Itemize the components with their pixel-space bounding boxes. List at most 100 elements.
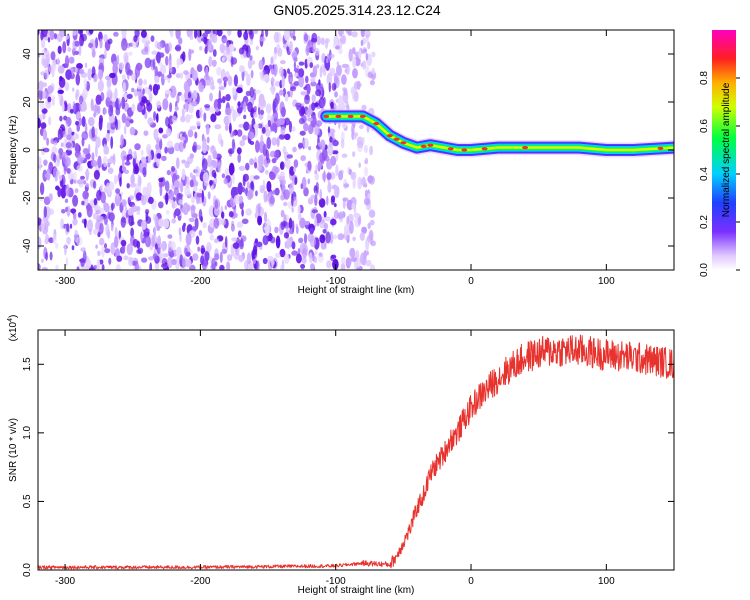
noise-blob [143, 79, 148, 86]
noise-blob [131, 73, 137, 81]
noise-blob [337, 212, 344, 220]
noise-blob [284, 151, 289, 161]
noise-blob [210, 85, 216, 90]
noise-blob [96, 189, 102, 201]
noise-blob [165, 116, 170, 127]
noise-blob [76, 124, 80, 132]
noise-blob [336, 61, 340, 66]
noise-blob [175, 246, 182, 259]
noise-blob [259, 36, 266, 42]
noise-blob [117, 119, 121, 131]
noise-blob [165, 210, 170, 215]
noise-blob [280, 209, 285, 218]
noise-blob [65, 123, 69, 134]
noise-blob [166, 169, 171, 176]
noise-blob [131, 87, 135, 93]
noise-blob [87, 219, 93, 232]
noise-blob [298, 213, 302, 221]
noise-blob [232, 173, 235, 185]
noise-blob [97, 155, 102, 169]
noise-blob [256, 241, 263, 248]
noise-blob [167, 146, 175, 155]
noise-blob [353, 81, 360, 90]
noise-blob [365, 53, 369, 61]
noise-blob [189, 172, 193, 179]
noise-blob [274, 80, 280, 87]
x-tick-label: -200 [190, 576, 210, 587]
noise-blob [187, 129, 194, 138]
noise-blob [241, 135, 247, 141]
noise-blob [66, 236, 71, 245]
noise-blob [75, 73, 81, 86]
noise-blob [224, 168, 229, 176]
noise-blob [72, 218, 78, 226]
noise-blob [201, 78, 205, 86]
noise-blob [269, 195, 275, 205]
noise-blob [128, 51, 133, 56]
noise-blob [169, 66, 173, 74]
noise-blob [271, 260, 275, 265]
noise-blob [232, 87, 236, 96]
noise-blob [274, 252, 281, 258]
noise-blob [280, 221, 286, 231]
noise-blob [364, 197, 370, 206]
noise-blob [91, 126, 95, 139]
noise-blob [310, 78, 316, 83]
noise-blob [146, 102, 153, 112]
x-tick-label: 100 [598, 576, 615, 587]
noise-blob [130, 174, 135, 185]
noise-blob [46, 137, 49, 146]
noise-blob [326, 58, 329, 64]
noise-blob [68, 56, 75, 64]
noise-blob [192, 90, 198, 101]
noise-blob [133, 35, 138, 43]
colorbar-tick-label: 0.8 [699, 71, 710, 85]
noise-blob [46, 168, 51, 181]
noise-blob [309, 263, 315, 270]
noise-blob [59, 115, 63, 122]
noise-blob [41, 267, 48, 270]
noise-blob [291, 126, 296, 132]
noise-blob [352, 68, 358, 79]
noise-blob [334, 91, 338, 98]
noise-blob [92, 104, 98, 114]
noise-blob [116, 255, 123, 262]
noise-blob [217, 30, 223, 37]
noise-blob [245, 208, 252, 216]
noise-blob [221, 38, 228, 43]
noise-blob [131, 103, 136, 112]
noise-blob [243, 121, 250, 131]
noise-blob [233, 194, 241, 205]
noise-blob [363, 144, 368, 154]
noise-blob [342, 197, 349, 202]
noise-blob [263, 190, 268, 203]
noise-blob [227, 148, 235, 155]
noise-blob [38, 88, 43, 101]
noise-blob [55, 264, 59, 270]
noise-blob [236, 221, 243, 228]
noise-blob [209, 218, 216, 228]
noise-blob [98, 69, 103, 81]
noise-blob [180, 115, 186, 123]
noise-blob [258, 59, 264, 70]
noise-blob [121, 199, 127, 207]
noise-blob [156, 226, 161, 232]
noise-blob [307, 117, 313, 122]
noise-blob [138, 78, 143, 86]
noise-blob [41, 57, 45, 66]
noise-blob [169, 102, 173, 113]
noise-blob [363, 48, 367, 53]
noise-blob [155, 143, 160, 150]
noise-blob [326, 172, 332, 180]
noise-blob [64, 198, 69, 203]
noise-blob [124, 125, 127, 135]
noise-blob [311, 94, 316, 103]
noise-blob [371, 51, 376, 58]
noise-blob [38, 156, 42, 166]
noise-blob [315, 120, 323, 127]
noise-blob [301, 115, 307, 124]
noise-blob [283, 30, 291, 41]
noise-blob [291, 193, 294, 207]
noise-blob [293, 159, 299, 168]
